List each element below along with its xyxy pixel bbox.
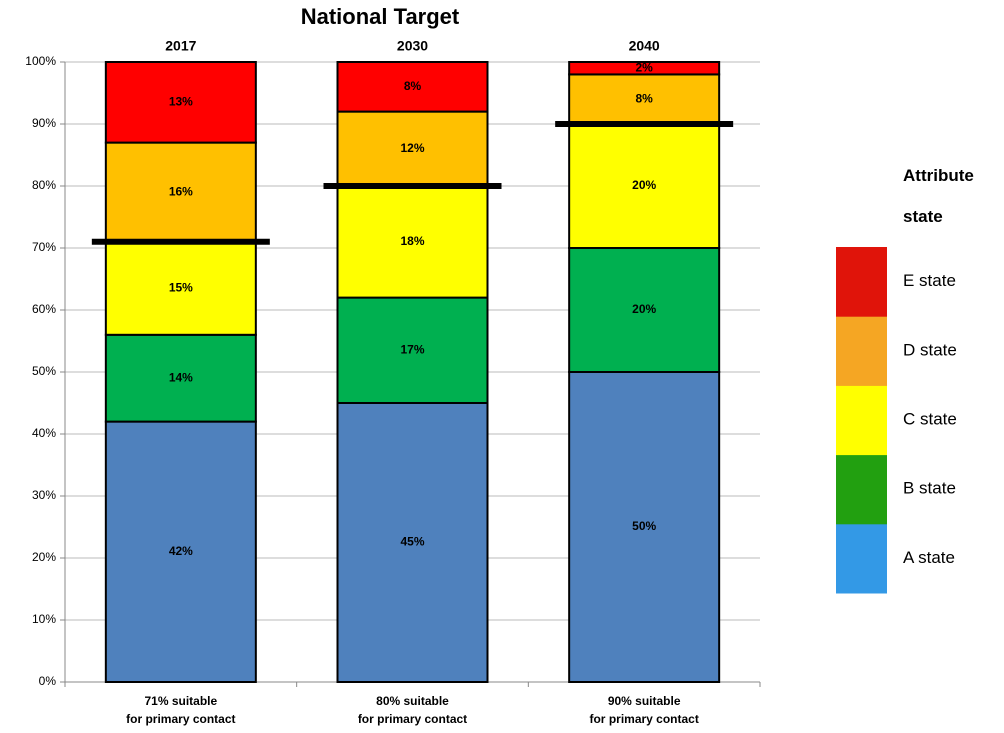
bar-segment: [336, 185, 489, 299]
y-tick-label: 70%: [32, 240, 56, 254]
bar-segment: [104, 61, 257, 144]
data-label: 15%: [169, 280, 193, 294]
bar-segment: [336, 110, 489, 187]
bar-segment: [336, 402, 489, 683]
chart-title: National Target: [301, 4, 460, 29]
y-tick-label: 50%: [32, 364, 56, 378]
data-label: 13%: [169, 94, 193, 108]
group-label: 2040: [629, 38, 660, 54]
bar-segment: [568, 61, 721, 76]
y-tick-label: 30%: [32, 488, 56, 502]
y-tick-label: 0%: [39, 674, 57, 688]
legend-swatch: [836, 385, 887, 456]
x-tick-label: 71% suitable for primary contact: [126, 694, 235, 726]
y-tick-label: 20%: [32, 550, 56, 564]
y-tick-label: 80%: [32, 178, 56, 192]
bar-segment: [104, 420, 257, 683]
legend-swatch: [836, 523, 887, 594]
bar-segment: [568, 247, 721, 373]
y-tick-label: 90%: [32, 116, 56, 130]
bar-segment: [104, 333, 257, 423]
data-label: 2%: [635, 60, 653, 74]
data-label: 14%: [169, 370, 193, 384]
bar-segment: [568, 371, 721, 683]
legend-label: B state: [903, 479, 956, 498]
group-label: 2017: [165, 38, 196, 54]
data-label: 17%: [400, 342, 424, 356]
y-tick-label: 60%: [32, 302, 56, 316]
bar-segment: [568, 123, 721, 249]
group-label: 2030: [397, 38, 428, 54]
x-tick-label: 80% suitable for primary contact: [358, 694, 467, 726]
legend-title: Attribute state: [903, 166, 979, 226]
bar-segment: [336, 61, 489, 113]
data-label: 20%: [632, 302, 656, 316]
data-label: 8%: [635, 91, 653, 105]
legend-label: E state: [903, 271, 956, 290]
bar-segment: [104, 240, 257, 336]
y-tick-label: 100%: [25, 54, 56, 68]
bar-segment: [568, 73, 721, 125]
data-label: 42%: [169, 544, 193, 558]
legend-swatch: [836, 316, 887, 386]
legend-label: C state: [903, 409, 957, 428]
x-tick-label: 90% suitable for primary contact: [589, 694, 698, 726]
data-label: 50%: [632, 519, 656, 533]
legend-label: A state: [903, 548, 955, 567]
data-label: 12%: [400, 141, 424, 155]
legend-swatch: [836, 247, 887, 317]
data-label: 45%: [400, 535, 424, 549]
data-label: 8%: [404, 79, 422, 93]
y-tick-label: 10%: [32, 612, 56, 626]
data-label: 16%: [169, 184, 193, 198]
y-tick-label: 40%: [32, 426, 56, 440]
legend-swatch: [836, 454, 887, 525]
data-label: 18%: [400, 234, 424, 248]
bar-segment: [336, 296, 489, 405]
data-label: 20%: [632, 178, 656, 192]
legend-label: D state: [903, 340, 957, 359]
